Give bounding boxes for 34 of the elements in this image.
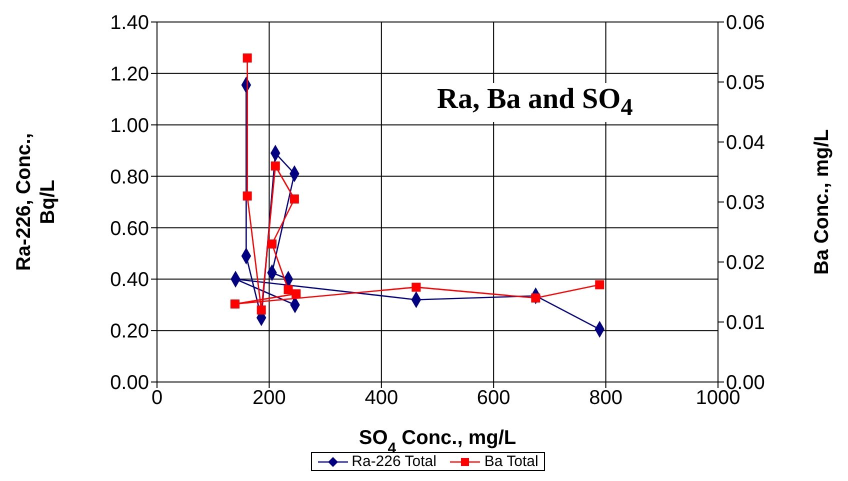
point	[284, 285, 293, 294]
point	[595, 280, 604, 290]
point	[242, 192, 252, 200]
x-tick-label: 200	[252, 387, 286, 410]
x-tick-label: 0	[151, 387, 163, 410]
y-tick-label: 0.80	[110, 166, 149, 188]
x-tick-label: 600	[476, 387, 510, 410]
annotation: Ra, Ba and SO$_{4}$	[433, 83, 637, 122]
point	[242, 54, 252, 62]
y2-tick-label: 0.06	[726, 12, 765, 34]
y-tick-label: 1.40	[110, 12, 149, 34]
y2-tick-label: 0.04	[726, 132, 765, 154]
y-tick-label: 1.00	[110, 114, 149, 137]
point	[268, 240, 277, 248]
x-tick-label: 800	[589, 387, 622, 410]
y2-tick-label: 0.01	[726, 312, 765, 334]
y-tick-label: 0.60	[110, 218, 149, 240]
point	[292, 289, 301, 298]
point	[256, 306, 266, 314]
point	[412, 282, 421, 292]
y2-tick-label: 0.05	[726, 72, 765, 94]
y-tick-label: 0.40	[110, 269, 149, 292]
y2-tick-label: 0.03	[726, 192, 765, 214]
y-tick-label: 0.20	[110, 320, 149, 343]
x-tick-label: 400	[364, 387, 398, 410]
y2-axis-title: Ba Conc., mg/L	[811, 129, 833, 275]
y2-tick-label: 0.02	[726, 252, 765, 274]
point	[531, 294, 540, 302]
y-tick-label: 0.00	[110, 372, 149, 394]
point	[270, 162, 280, 170]
point	[230, 300, 240, 308]
point	[290, 194, 299, 204]
y-tick-label: 1.20	[110, 64, 149, 86]
y-axis-title: Ra-226, Conc., Bq/L	[13, 133, 59, 271]
